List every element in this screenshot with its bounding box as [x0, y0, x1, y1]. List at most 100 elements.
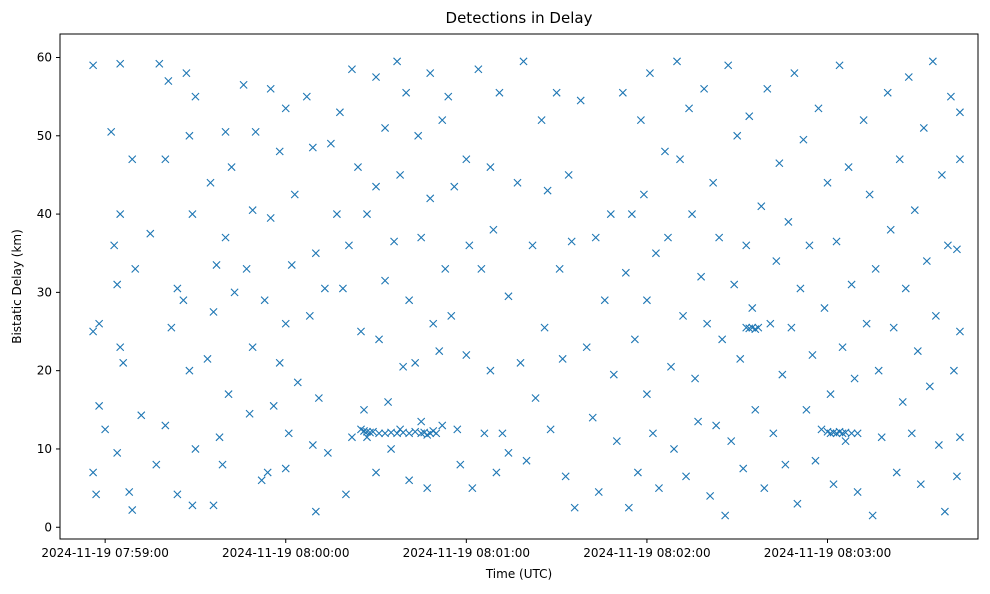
data-point — [907, 429, 916, 438]
data-point — [775, 159, 784, 168]
data-point — [224, 390, 233, 399]
data-point — [928, 57, 937, 66]
data-point — [113, 448, 122, 457]
data-point — [405, 429, 414, 438]
data-point — [688, 210, 697, 219]
data-point — [369, 427, 378, 436]
data-point — [173, 490, 182, 499]
data-point — [781, 460, 790, 469]
data-point — [320, 284, 329, 293]
data-point — [161, 155, 170, 164]
data-point — [107, 127, 116, 136]
data-point — [495, 88, 504, 97]
y-tick-label: 30 — [37, 285, 52, 299]
data-point — [344, 241, 353, 250]
data-point — [188, 210, 197, 219]
data-point — [116, 343, 125, 352]
data-point — [290, 190, 299, 199]
data-point — [332, 210, 341, 219]
data-point — [101, 425, 110, 434]
data-point — [393, 57, 402, 66]
data-point — [275, 147, 284, 156]
data-point — [636, 116, 645, 125]
data-point — [356, 327, 365, 336]
data-point — [251, 127, 260, 136]
data-point — [209, 307, 218, 316]
y-tick-label: 20 — [37, 364, 52, 378]
data-point — [444, 92, 453, 101]
data-point — [606, 210, 615, 219]
data-point — [691, 374, 700, 383]
data-point — [838, 343, 847, 352]
data-point — [745, 112, 754, 121]
data-point — [919, 123, 928, 132]
data-point — [347, 433, 356, 442]
data-point — [245, 409, 254, 418]
data-point — [736, 354, 745, 363]
data-point — [489, 225, 498, 234]
data-point — [835, 61, 844, 70]
data-point — [399, 362, 408, 371]
data-point — [847, 429, 856, 438]
data-point — [447, 311, 456, 320]
data-point — [594, 488, 603, 497]
data-point — [694, 417, 703, 426]
data-point — [360, 405, 368, 414]
data-point — [663, 233, 672, 242]
data-point — [417, 417, 426, 426]
data-point — [432, 429, 441, 438]
data-point — [260, 296, 269, 305]
data-point — [769, 429, 778, 438]
data-point — [537, 116, 546, 125]
data-point — [748, 304, 757, 313]
data-point — [627, 210, 636, 219]
data-point — [305, 311, 314, 320]
data-point — [754, 323, 763, 332]
data-point — [757, 202, 766, 211]
data-point — [865, 190, 874, 199]
x-axis: 2024-11-19 07:59:00 2024-11-19 08:00:00 20… — [41, 539, 891, 560]
data-point — [934, 441, 943, 450]
data-point — [654, 484, 663, 493]
data-point — [949, 366, 958, 375]
data-point — [609, 370, 618, 379]
data-point — [275, 358, 284, 367]
data-point — [516, 358, 525, 367]
data-point — [287, 260, 296, 269]
data-point — [555, 264, 564, 273]
data-point — [895, 155, 904, 164]
data-point — [119, 358, 128, 367]
y-tick-label: 40 — [37, 207, 52, 221]
data-point — [712, 421, 721, 430]
x-tick-label: 2024-11-19 08:03:00 — [764, 546, 891, 560]
x-tick-label: 2024-11-19 08:02:00 — [583, 546, 710, 560]
data-point — [248, 206, 257, 215]
data-point — [916, 480, 925, 489]
data-point — [670, 444, 678, 453]
data-point — [832, 237, 841, 246]
data-point — [877, 433, 886, 442]
data-point — [742, 323, 751, 332]
data-point — [293, 378, 302, 387]
data-point — [411, 358, 420, 367]
data-point — [874, 366, 883, 375]
data-point — [633, 468, 642, 477]
data-point — [311, 507, 320, 516]
data-point — [390, 237, 399, 246]
data-point — [92, 490, 101, 499]
data-point — [125, 488, 134, 497]
x-tick-label: 2024-11-19 08:00:00 — [222, 546, 349, 560]
data-point — [429, 319, 438, 328]
data-point — [853, 488, 862, 497]
data-point — [363, 210, 371, 219]
data-point — [308, 441, 317, 450]
data-point — [817, 425, 826, 434]
data-point — [859, 116, 868, 125]
data-point — [89, 61, 98, 70]
data-point — [721, 511, 730, 520]
data-point — [453, 425, 462, 434]
data-point — [405, 296, 414, 305]
data-point — [952, 245, 961, 254]
data-point — [486, 163, 495, 172]
